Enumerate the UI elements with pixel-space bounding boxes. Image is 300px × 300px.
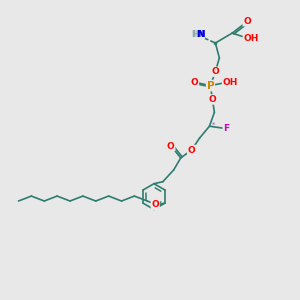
- Text: OH: OH: [223, 78, 238, 87]
- Text: N: N: [196, 30, 205, 39]
- Text: O: O: [151, 200, 159, 209]
- Text: O: O: [167, 142, 175, 151]
- Text: O: O: [191, 78, 199, 87]
- Text: O: O: [243, 17, 251, 26]
- Text: O: O: [212, 67, 219, 76]
- Text: OH: OH: [243, 34, 259, 43]
- Text: O: O: [188, 146, 196, 154]
- Text: P: P: [207, 81, 214, 91]
- Text: HN: HN: [191, 30, 204, 39]
- Text: H: H: [192, 30, 199, 39]
- Text: O: O: [208, 95, 216, 104]
- Text: N: N: [197, 30, 204, 39]
- Text: *: *: [212, 122, 215, 128]
- Text: F: F: [223, 124, 229, 133]
- Text: H: H: [191, 30, 198, 39]
